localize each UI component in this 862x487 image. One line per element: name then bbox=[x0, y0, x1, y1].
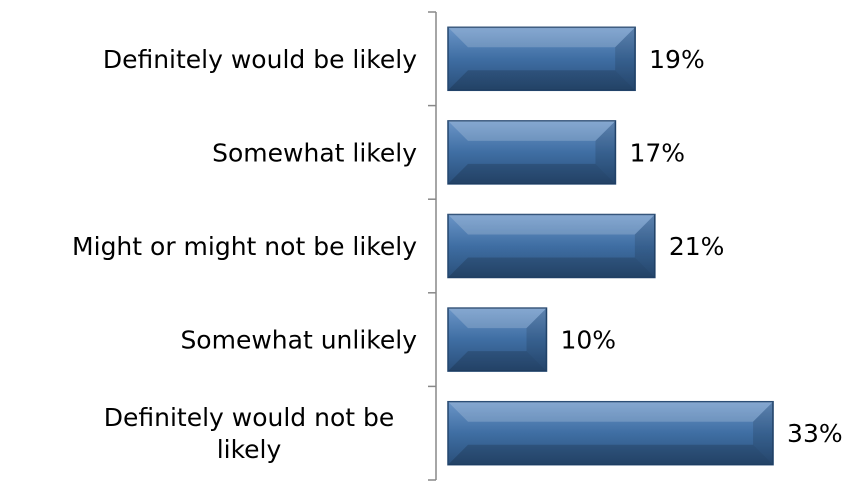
bar-bevel-top bbox=[448, 27, 636, 48]
bar-bevel-bottom bbox=[448, 444, 774, 465]
category-label: Somewhat likely bbox=[212, 138, 417, 167]
bar-bevel-top bbox=[448, 120, 616, 141]
data-label: 17% bbox=[629, 138, 685, 167]
data-label: 21% bbox=[669, 232, 725, 261]
data-label: 10% bbox=[561, 326, 617, 355]
bar-bevel-bottom bbox=[448, 351, 547, 372]
bar bbox=[447, 307, 548, 372]
bar-bevel-top bbox=[448, 308, 547, 329]
bar-bevel-top bbox=[448, 401, 774, 422]
bar-bevel-right bbox=[753, 401, 774, 465]
category-label: Definitely would be likely bbox=[103, 45, 417, 74]
category-label: Definitely would not be likely bbox=[104, 403, 395, 464]
bar-bevel-right bbox=[615, 27, 636, 91]
bar-bevel-top bbox=[448, 214, 655, 235]
bar-bevel-bottom bbox=[448, 163, 616, 184]
category-label: Somewhat unlikely bbox=[180, 326, 417, 355]
bar bbox=[447, 26, 636, 92]
bar-bevel-bottom bbox=[448, 257, 655, 278]
bar-bevel-right bbox=[526, 308, 547, 372]
bar-bevel-bottom bbox=[448, 70, 636, 91]
category-label: Might or might not be likely bbox=[72, 232, 417, 261]
data-label: 33% bbox=[787, 419, 843, 448]
bar bbox=[447, 400, 774, 466]
bar-bevel-right bbox=[595, 120, 616, 184]
bar-bevel-right bbox=[634, 214, 655, 278]
bar bbox=[447, 120, 617, 185]
bar bbox=[447, 213, 656, 279]
plot-area: 19% Definitely would be likely 17% Somewhat… bbox=[72, 11, 843, 481]
data-label: 19% bbox=[649, 45, 705, 74]
